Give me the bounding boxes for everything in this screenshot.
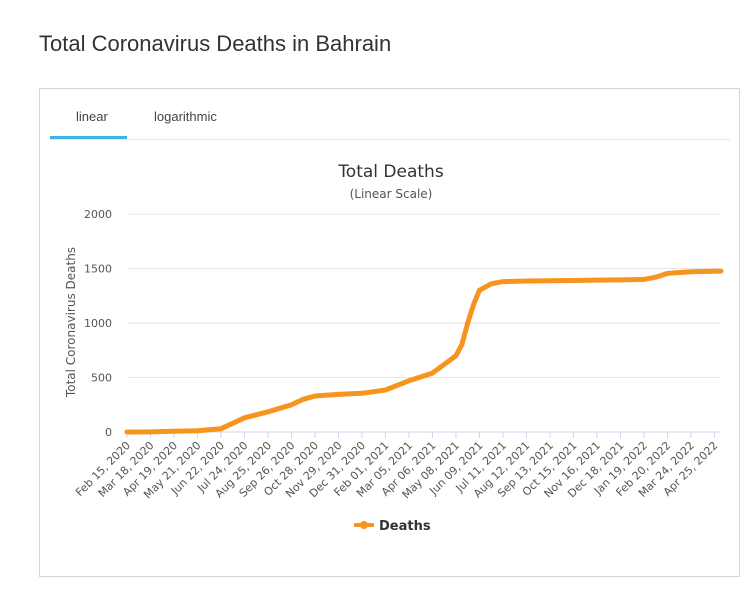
tab-logarithmic[interactable]: logarithmic xyxy=(154,109,217,124)
page-title: Total Coronavirus Deaths in Bahrain xyxy=(39,31,392,56)
legend-label-deaths[interactable]: Deaths xyxy=(379,519,431,534)
y-tick-label: 1500 xyxy=(84,263,112,276)
chart-title: Total Deaths xyxy=(337,162,444,182)
chart-subtitle: (Linear Scale) xyxy=(350,187,433,201)
legend-marker-deaths xyxy=(360,521,368,529)
y-tick-label: 1000 xyxy=(84,317,112,330)
y-tick-label: 2000 xyxy=(84,208,112,221)
y-tick-label: 500 xyxy=(91,372,112,385)
scale-tabs: linear logarithmic xyxy=(50,89,730,140)
chart-panel: linear logarithmic xyxy=(39,88,740,577)
chart-legend: Deaths xyxy=(354,519,431,534)
y-axis-label: Total Coronavirus Deaths xyxy=(64,247,78,398)
tab-active-indicator xyxy=(50,136,127,139)
tab-linear[interactable]: linear xyxy=(76,109,108,124)
series-line-deaths[interactable] xyxy=(124,268,724,435)
y-tick-label: 0 xyxy=(105,426,112,439)
